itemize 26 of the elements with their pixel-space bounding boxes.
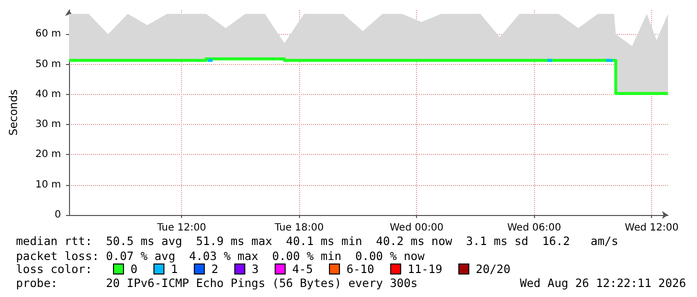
y-axis-title: Seconds bbox=[7, 89, 20, 136]
x-tick-label: Wed 00:00 bbox=[390, 222, 444, 234]
x-tick-label: Tue 18:00 bbox=[274, 222, 324, 234]
y-tick-label: 0 bbox=[54, 210, 61, 220]
x-tick-label: Wed 06:00 bbox=[507, 222, 562, 234]
text: probe: 20 IPv6-ICMP Echo Pings (56 Bytes) every 300s bbox=[16, 276, 418, 290]
y-tick-label: 10 m bbox=[35, 179, 61, 190]
legend-label: 20/20 bbox=[476, 262, 510, 276]
x-tick-label: Wed 12:00 bbox=[624, 222, 679, 234]
legend-title: loss color: bbox=[16, 262, 92, 276]
legend-label: 11-19 bbox=[408, 262, 442, 276]
y-tick-label: 20 m bbox=[35, 149, 61, 160]
y-tick-label: 30 m bbox=[35, 119, 61, 130]
y-tick-label: 40 m bbox=[35, 88, 61, 100]
text: median rtt: 50.5 ms avg 51.9 ms max 40.1 ms min 40.2 ms now 3.1 ms sd 16.2 am/s bbox=[16, 234, 618, 248]
legend-label: 4-5 bbox=[292, 262, 313, 276]
legend-label: 6-10 bbox=[346, 262, 374, 276]
y-tick-label: 60 m bbox=[35, 28, 61, 40]
text: Wed Aug 26 12:22:11 2026 bbox=[520, 276, 686, 290]
y-tick-label: 50 m bbox=[35, 58, 61, 70]
legend-label: 2 bbox=[211, 262, 218, 276]
legend-label: 3 bbox=[252, 262, 259, 276]
x-tick-label: Tue 12:00 bbox=[156, 222, 206, 234]
legend-label: 0 bbox=[130, 262, 138, 276]
legend-label: 1 bbox=[170, 262, 178, 276]
text: packet loss: 0.07 % avg 4.03 % max 0.00 % min 0.00 % now bbox=[16, 249, 425, 263]
